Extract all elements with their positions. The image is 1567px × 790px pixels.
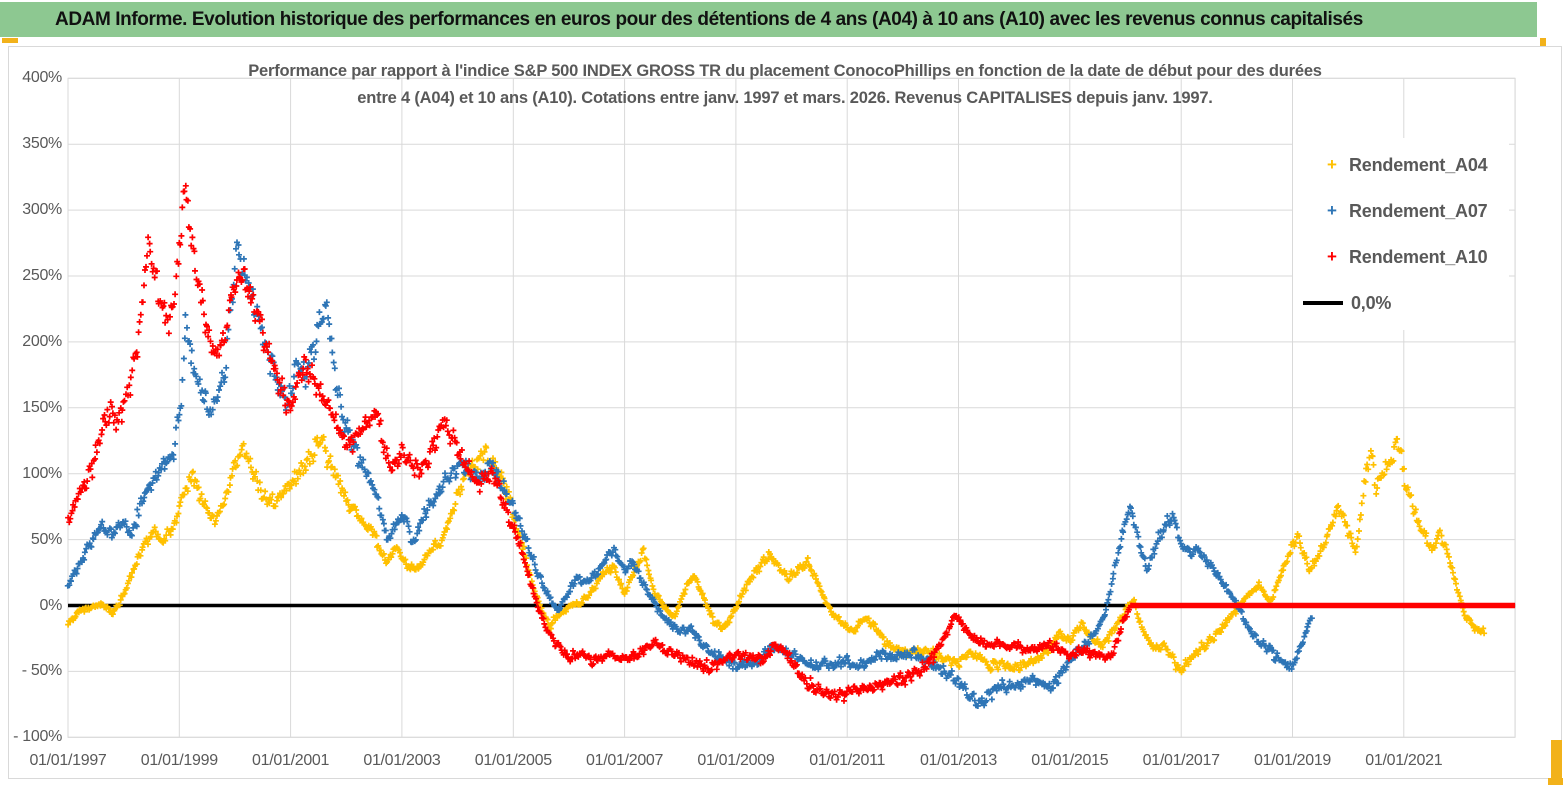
chart-title: Performance par rapport à l'indice S&P 5… xyxy=(8,58,1562,112)
plot-border xyxy=(67,77,1516,738)
x-tick-label: 01/01/2001 xyxy=(252,752,330,769)
legend-label: Rendement_A04 xyxy=(1349,154,1488,175)
x-tick-label: 01/01/2003 xyxy=(363,752,441,769)
page-title: ADAM Informe. Evolution historique des p… xyxy=(0,2,1537,37)
y-tick-label: 100% xyxy=(22,464,62,482)
y-tick-label: 400% xyxy=(22,69,62,87)
legend-label: Rendement_A10 xyxy=(1349,246,1488,267)
x-tick-label: 01/01/2015 xyxy=(1031,752,1109,769)
y-tick-label: 0% xyxy=(39,596,62,614)
legend-label: 0,0% xyxy=(1351,292,1392,313)
x-tick-label: 01/01/1997 xyxy=(29,752,107,769)
x-tick-label: 01/01/2005 xyxy=(474,752,552,769)
plus-marker-icon: + xyxy=(1327,201,1337,220)
y-tick-label: 300% xyxy=(22,201,62,219)
corner-accent-vertical xyxy=(1551,740,1562,785)
legend-item-0-0-: 0,0% xyxy=(1293,280,1509,326)
x-tick-label: 01/01/2019 xyxy=(1253,752,1332,769)
plus-marker-icon: + xyxy=(1327,155,1337,174)
legend-item-Rendement-A07: + Rendement_A07 xyxy=(1293,188,1509,234)
series-Rendement_A07 xyxy=(64,239,1315,709)
y-tick-label: 50% xyxy=(30,530,62,548)
legend-label: Rendement_A07 xyxy=(1349,200,1488,221)
series-Rendement_A04 xyxy=(65,433,1488,676)
y-tick-label: 350% xyxy=(22,135,62,153)
chart-legend: + Rendement_A04 + Rendement_A07 + Rendement_A… xyxy=(1293,138,1509,330)
y-tick-label: - 50% xyxy=(21,662,63,680)
legend-item-Rendement-A10: + Rendement_A10 xyxy=(1293,234,1509,280)
x-tick-label: 01/01/2021 xyxy=(1365,752,1443,769)
x-tick-label: 01/01/2011 xyxy=(809,752,886,769)
x-tick-label: 01/01/2009 xyxy=(697,752,775,769)
x-tick-label: 01/01/2017 xyxy=(1142,752,1220,769)
line-marker-icon xyxy=(1303,301,1343,305)
header-gold-dash xyxy=(2,38,18,43)
plus-marker-icon: + xyxy=(1327,247,1337,266)
y-tick-label: 150% xyxy=(22,398,62,416)
x-tick-label: 01/01/2013 xyxy=(919,752,998,769)
legend-item-Rendement-A04: + Rendement_A04 xyxy=(1293,142,1509,188)
x-tick-label: 01/01/2007 xyxy=(586,752,664,769)
x-tick-label: 01/01/1999 xyxy=(140,752,218,769)
chart-title-line2: entre 4 (A04) et 10 ans (A10). Cotations… xyxy=(357,89,1213,107)
y-tick-label: 200% xyxy=(22,332,62,350)
y-tick-label: 250% xyxy=(22,267,62,284)
y-tick-label: - 100% xyxy=(13,728,62,746)
chart-title-line1: Performance par rapport à l'indice S&P 5… xyxy=(248,62,1322,80)
series-Rendement_A10 xyxy=(65,182,1134,704)
corner-accent-horizontal xyxy=(1548,778,1563,785)
